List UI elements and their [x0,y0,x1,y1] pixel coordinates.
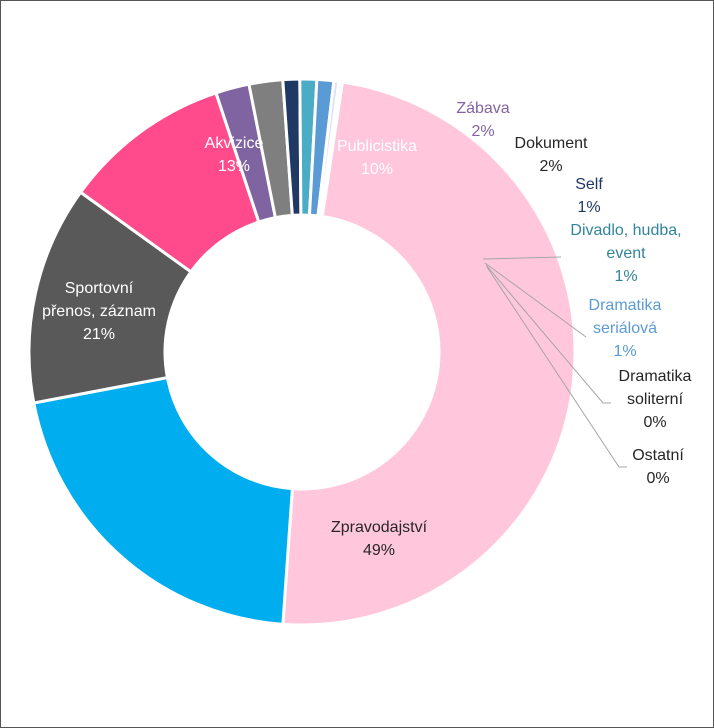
data-label-percent: 1% [577,199,600,216]
donut-slice-ostatní [318,79,345,219]
leader-lines-group [482,256,627,468]
data-label-percent: 0% [646,470,669,487]
leader-line [482,256,562,260]
data-label-category: Dokument [515,135,588,152]
data-label-category: Divadlo, hudba, [570,222,681,239]
data-label-percent: 2% [539,158,562,175]
data-label-percent: 49% [363,542,395,559]
data-label-category: Zpravodajství [331,519,428,536]
data-label-category: Zábava [456,100,509,117]
data-label: Zpravodajství 49% [331,519,428,559]
data-label-category: Self [575,176,603,193]
data-label: Self 1% [575,176,603,216]
leader-line [486,266,627,468]
data-label-category: Ostatní [632,447,684,464]
data-label-percent: 10% [361,161,393,178]
data-label-category: Sportovní [65,280,134,297]
data-label-category: event [606,245,646,262]
data-label-category: Publicistika [337,138,417,155]
donut-slice-zpravodajství [281,80,577,627]
data-label-category: Dramatika [619,368,692,385]
data-label-category: seriálová [593,320,657,337]
data-label: Sportovní přenos, záznam 21% [42,280,156,343]
data-label-percent: 2% [471,123,494,140]
leader-line [484,262,587,338]
data-label: Akvizice 13% [205,135,264,175]
data-label: Zábava 2% [456,100,509,140]
data-label-percent: 13% [218,158,250,175]
data-label-category: přenos, záznam [42,303,156,320]
slices-group [27,77,577,627]
data-label-category: Dramatika [589,297,662,314]
data-label-category: Akvizice [205,135,264,152]
data-label-percent: 21% [83,326,115,343]
data-label-category: soliterní [627,391,684,408]
data-label-percent: 1% [614,268,637,285]
data-labels-group: Zpravodajství 49% Sportovní přenos, záznam 2… [42,100,691,559]
donut-slice-akvizice [27,190,193,405]
data-label: Dokument 2% [515,135,588,175]
data-label: Dramatika seriálová 1% [589,297,662,360]
data-label: Divadlo, hudba, event 1% [570,222,681,285]
data-label: Ostatní 0% [632,447,684,487]
data-label: Dramatika soliterní 0% [619,368,692,431]
data-label: Publicistika 10% [337,138,417,178]
data-label-percent: 1% [613,343,636,360]
leader-line [485,264,611,404]
data-label-percent: 0% [643,414,666,431]
donut-slice-sportovní-přenos-záznam [32,375,294,626]
